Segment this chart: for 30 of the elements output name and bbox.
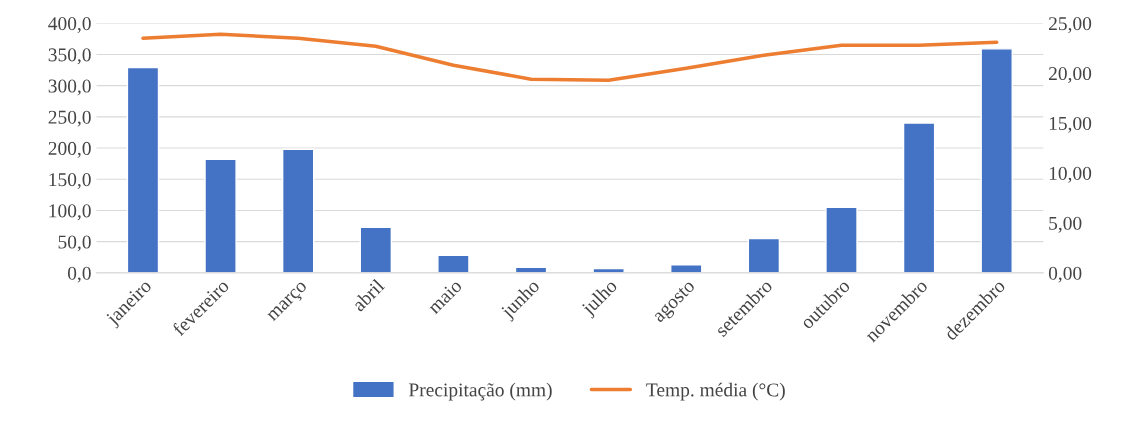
y-tick-label: 150,0: [49, 173, 91, 189]
y2-tick-label: 20,00: [1048, 66, 1092, 83]
y2-tick-label: 5,00: [1049, 216, 1082, 233]
y2-tick-label: 10,00: [1049, 166, 1092, 183]
bar: [747, 237, 781, 273]
bar: [670, 264, 703, 273]
y2-tick-label: 0,00: [1048, 266, 1082, 283]
x-tick-label: maio: [426, 278, 463, 315]
y2-tick-label: 25,00: [1048, 17, 1092, 33]
bar: [126, 66, 160, 273]
bar: [204, 158, 237, 273]
y-tick-label: 250,0: [48, 110, 91, 127]
legend-label: Precipitação (mm): [408, 382, 552, 401]
y-tick-label: 0,0: [67, 266, 91, 283]
bar: [902, 122, 936, 273]
bar: [980, 48, 1013, 273]
y-tick-label: 350,0: [48, 48, 91, 65]
y2-tick-label: 15,00: [1049, 116, 1092, 133]
bar: [281, 148, 315, 273]
line-series: [141, 32, 999, 82]
y-tick-label: 50,0: [58, 235, 91, 252]
bar: [437, 254, 470, 273]
bar: [359, 226, 393, 273]
y-tick-label: 300,0: [48, 79, 91, 96]
y-tick-label: 100,0: [49, 204, 91, 221]
y-tick-label: 200,0: [48, 141, 91, 158]
bar: [825, 206, 858, 273]
legend-label: Temp. média (°C): [646, 382, 785, 401]
y-tick-label: 400,0: [48, 17, 91, 33]
x-tick-label: abril: [351, 277, 386, 313]
